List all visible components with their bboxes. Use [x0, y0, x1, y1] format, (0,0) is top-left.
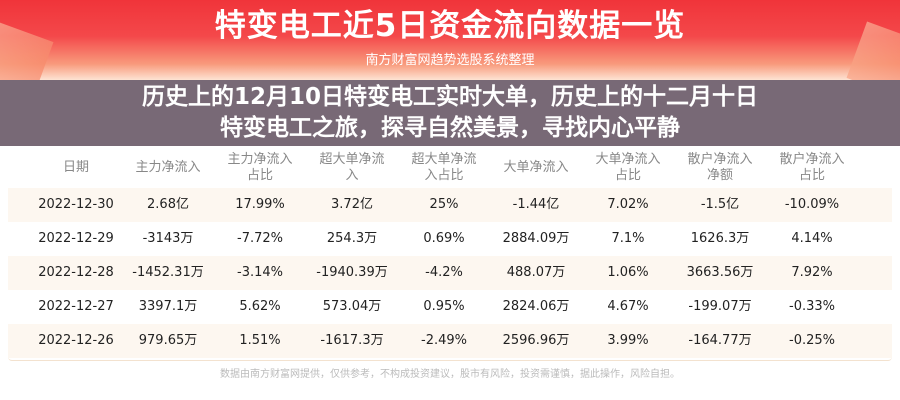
table-cell: 2022-12-28 [38, 265, 114, 280]
table-cell: 254.3万 [326, 231, 378, 246]
column-header: 散户净流入净额 [687, 152, 753, 183]
column-header: 大单净流入 [503, 160, 569, 175]
title-overlay [0, 80, 900, 146]
table-cell: 3.99% [607, 333, 649, 348]
disclaimer: 数据由南方财富网提供，仅供参考，不构成投资建议，股市有风险，投资需谨慎，据此操作… [220, 369, 680, 380]
header-banner: 特变电工近5日资金流向数据一览 南方财富网趋势选股系统整理 [0, 0, 900, 80]
table-row: 2022-12-28 -1452.31万 -3.14% -1940.39万 -4.2% 4… [8, 256, 892, 290]
table-cell: 3663.56万 [686, 265, 754, 280]
table-header: 日期 主力净流入 主力净流入占比 超大单净流入 超大单净流入占比 大单净流入 大单净流入占比… [8, 148, 892, 188]
table-cell: -10.09% [784, 197, 840, 212]
table-cell: -3143万 [142, 231, 194, 246]
column-header: 日期 [62, 160, 89, 175]
table-cell: -1.44亿 [512, 197, 560, 212]
column-header: 超大单净流入占比 [411, 152, 477, 183]
overlay-line-2: 特变电工之旅，探寻自然美景，寻找内心平静 [220, 115, 680, 141]
table-cell: 25% [429, 197, 459, 212]
overlay-line-1: 历史上的12月10日特变电工实时大单，历史上的十二月十日 [141, 84, 758, 110]
table-cell: 1626.3万 [690, 231, 750, 246]
table-cell: -1617.3万 [320, 333, 384, 348]
banner-subtitle: 南方财富网趋势选股系统整理 [365, 53, 535, 68]
table-row: 2022-12-27 3397.1万 5.62% 573.04万 0.95% 2824.0… [8, 290, 892, 324]
table-cell: 979.65万 [138, 333, 198, 348]
overlay-title: 历史上的12月10日特变电工实时大单，历史上的十二月十日 特变电工之旅，探寻自然… [0, 82, 900, 144]
table-cell: 2022-12-27 [38, 299, 114, 314]
table-cell: 4.67% [607, 299, 649, 314]
table-cell: 2.68亿 [147, 197, 189, 212]
column-header: 超大单净流入 [319, 152, 385, 183]
table-cell: 0.95% [423, 299, 465, 314]
column-header: 散户净流入占比 [779, 152, 845, 183]
column-header: 主力净流入 [135, 160, 201, 175]
table-row: 2022-12-29 -3143万 -7.72% 254.3万 0.69% 2884.09… [8, 222, 892, 256]
banner-title: 特变电工近5日资金流向数据一览 [214, 8, 686, 44]
table-cell: 17.99% [235, 197, 285, 212]
table-cell: 7.1% [611, 231, 645, 246]
table-cell: -0.33% [789, 299, 835, 314]
table-cell: -199.07万 [688, 299, 752, 314]
table-row: 2022-12-26 979.65万 1.51% -1617.3万 -2.49% 2596… [8, 324, 892, 358]
table-cell: 488.07万 [506, 265, 566, 280]
table-cell: 2824.06万 [502, 299, 570, 314]
table-cell: 2596.96万 [502, 333, 570, 348]
table-cell: -1452.31万 [132, 265, 204, 280]
column-header: 主力净流入占比 [227, 152, 293, 183]
table-cell: 5.62% [239, 299, 281, 314]
table-cell: -0.25% [789, 333, 835, 348]
table-cell: -4.2% [425, 265, 463, 280]
table-cell: 3.72亿 [331, 197, 373, 212]
table-cell: 2022-12-29 [38, 231, 114, 246]
data-table: 日期 主力净流入 主力净流入占比 超大单净流入 超大单净流入占比 大单净流入 大单净流入占比… [8, 148, 892, 361]
table-cell: 7.92% [791, 265, 833, 280]
table-cell: 2022-12-30 [38, 197, 114, 212]
table-cell: 2884.09万 [502, 231, 570, 246]
table-cell: -2.49% [421, 333, 467, 348]
table-cell: 2022-12-26 [38, 333, 114, 348]
table-cell: 0.69% [423, 231, 465, 246]
table-cell: 573.04万 [322, 299, 382, 314]
table-cell: -7.72% [237, 231, 283, 246]
table-row: 2022-12-30 2.68亿 17.99% 3.72亿 25% -1.44亿 7.02%… [8, 188, 892, 222]
table-cell: -164.77万 [688, 333, 752, 348]
table-cell: -1.5亿 [700, 197, 740, 212]
column-header: 大单净流入占比 [595, 152, 661, 183]
table-cell: 4.14% [791, 231, 833, 246]
table-cell: 1.51% [239, 333, 281, 348]
table-cell: -1940.39万 [316, 265, 388, 280]
table-cell: -3.14% [237, 265, 283, 280]
table-cell: 7.02% [607, 197, 649, 212]
table-cell: 1.06% [607, 265, 649, 280]
table-cell: 3397.1万 [138, 299, 198, 314]
